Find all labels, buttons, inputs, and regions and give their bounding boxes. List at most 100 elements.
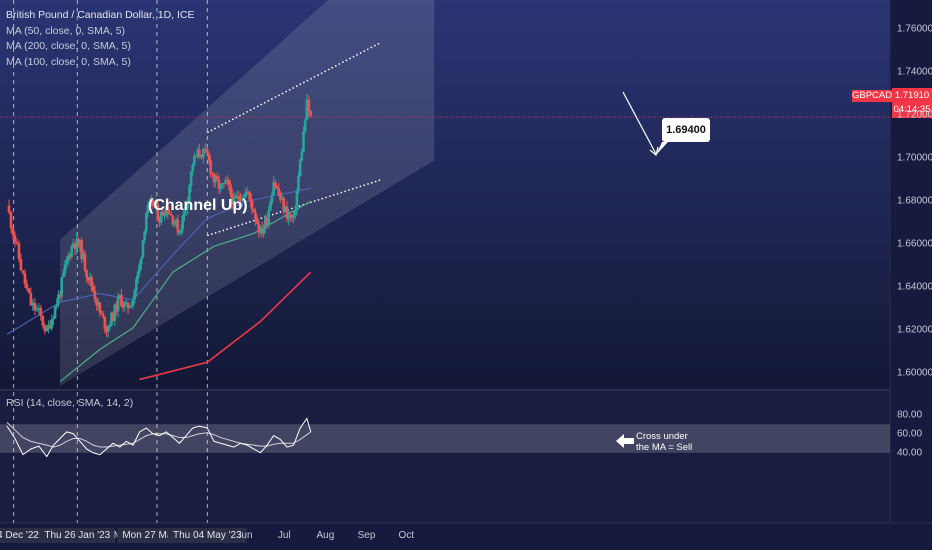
candle-body (277, 188, 280, 195)
candle-body (78, 240, 82, 247)
candle-body (146, 204, 150, 214)
ma50-legend[interactable]: MA (50, close, 0, SMA, 5) (6, 24, 126, 37)
candle-body (280, 198, 284, 200)
candle-body (244, 192, 247, 198)
last-price: 1.71910 (894, 90, 930, 101)
target-callout: 1.69400 (662, 118, 710, 142)
candle-body (169, 214, 173, 216)
ma200-legend[interactable]: MA (200, close, 0, SMA, 5) (6, 40, 131, 52)
candle-body (11, 227, 15, 236)
candle-body (237, 196, 241, 199)
candle-body (70, 246, 73, 258)
candle-body (305, 99, 309, 121)
candle-body (270, 194, 274, 203)
ticker-tag: GBPCAD (852, 90, 893, 102)
projection-arrow (622, 91, 657, 155)
candle-body (135, 278, 138, 291)
moving-averages (6, 187, 312, 383)
candle-body (90, 276, 93, 287)
candle-body (72, 243, 75, 247)
candle-body (96, 302, 100, 306)
candle-body (279, 194, 282, 200)
time-tick-label: Oct (398, 530, 415, 541)
candle-body (173, 223, 176, 225)
candle-body (75, 238, 78, 249)
candle-body (225, 180, 229, 182)
price-tick-label: 1.76000 (897, 23, 932, 35)
price-tick-label: 1.68000 (897, 195, 932, 207)
candle-body (31, 302, 35, 306)
candle-body (184, 208, 188, 211)
candle-body (149, 199, 153, 203)
candle-body (309, 111, 313, 116)
candle-body (274, 182, 277, 187)
candle-body (275, 186, 279, 189)
candle-body (85, 270, 88, 278)
ma50-line (6, 187, 311, 335)
candle-body (176, 219, 180, 233)
candle-body (81, 253, 85, 260)
time-tick-label: Thu 26 Jan '23 (39, 528, 116, 543)
candle-body (193, 155, 196, 165)
candle-body (295, 190, 299, 211)
candle-body (33, 302, 37, 311)
candle-body (198, 149, 201, 155)
candle-body (45, 327, 49, 331)
candle-body (130, 305, 133, 307)
rsi-legend[interactable]: RSI (14, close, SMA, 14, 2) (6, 397, 134, 409)
price-tick-label: 1.66000 (897, 238, 932, 250)
candle-body (264, 217, 267, 228)
candle-body (63, 264, 67, 273)
candle-body (307, 99, 311, 112)
price-axis-background (890, 0, 932, 550)
time-tick-label: 4 Dec '22 (0, 528, 44, 543)
candle-body (255, 219, 259, 224)
candle-body (13, 235, 17, 242)
candle-body (17, 243, 21, 259)
candle-body (111, 312, 115, 321)
ma100-legend[interactable]: MA (100, close, 0, SMA, 5) (6, 55, 131, 68)
candle-body (215, 176, 219, 181)
candle-body (43, 325, 47, 331)
candle-body (206, 149, 209, 154)
candle-body (240, 198, 244, 201)
candle-body (183, 210, 186, 216)
channel-up-label: (Channel Up) (148, 197, 248, 214)
candle-body (62, 272, 65, 278)
lower-trendline (207, 179, 382, 237)
candle-body (120, 294, 123, 307)
candle-body (105, 329, 108, 332)
rsi-lines (6, 417, 312, 458)
candle-body (239, 198, 242, 201)
candle-body (116, 296, 120, 312)
candle-body (121, 306, 125, 308)
candle-body (145, 213, 148, 232)
candle-body (23, 272, 27, 285)
candle-body (115, 304, 118, 312)
price-tick-label: 1.74000 (897, 66, 932, 78)
candle-body (265, 217, 269, 225)
candle-body (41, 315, 45, 326)
rsi-tick-label: 60.00 (897, 428, 923, 440)
candle-body (163, 215, 166, 217)
candle-body (148, 202, 151, 205)
candle-body (200, 154, 203, 158)
candle-body (91, 286, 95, 291)
time-tick-label: Jul (277, 530, 291, 541)
candle-body (80, 240, 83, 260)
candle-body (161, 211, 165, 216)
candle-body (217, 180, 221, 190)
candle-body (21, 270, 25, 273)
rsi-pane-background (0, 392, 890, 524)
candle-body (77, 238, 80, 247)
candle-body (166, 205, 170, 214)
candle-body (29, 292, 33, 306)
candle-body (282, 198, 285, 211)
time-tick-label: Aug (316, 530, 335, 541)
candle-body (262, 227, 266, 234)
candle-body (37, 307, 41, 310)
candles[interactable] (7, 93, 313, 338)
symbol-title[interactable]: British Pound / Canadian Dollar, 1D, ICE (6, 9, 195, 21)
candle-body (259, 228, 262, 233)
